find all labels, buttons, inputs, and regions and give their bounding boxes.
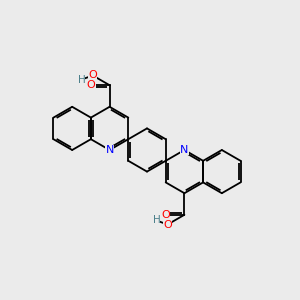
Text: N: N [180, 145, 189, 155]
Text: O: O [162, 210, 170, 220]
Text: H: H [78, 74, 86, 85]
Text: H: H [152, 215, 160, 226]
Text: O: O [88, 70, 97, 80]
Text: N: N [105, 145, 114, 155]
Text: O: O [87, 80, 96, 90]
Text: O: O [163, 220, 172, 230]
